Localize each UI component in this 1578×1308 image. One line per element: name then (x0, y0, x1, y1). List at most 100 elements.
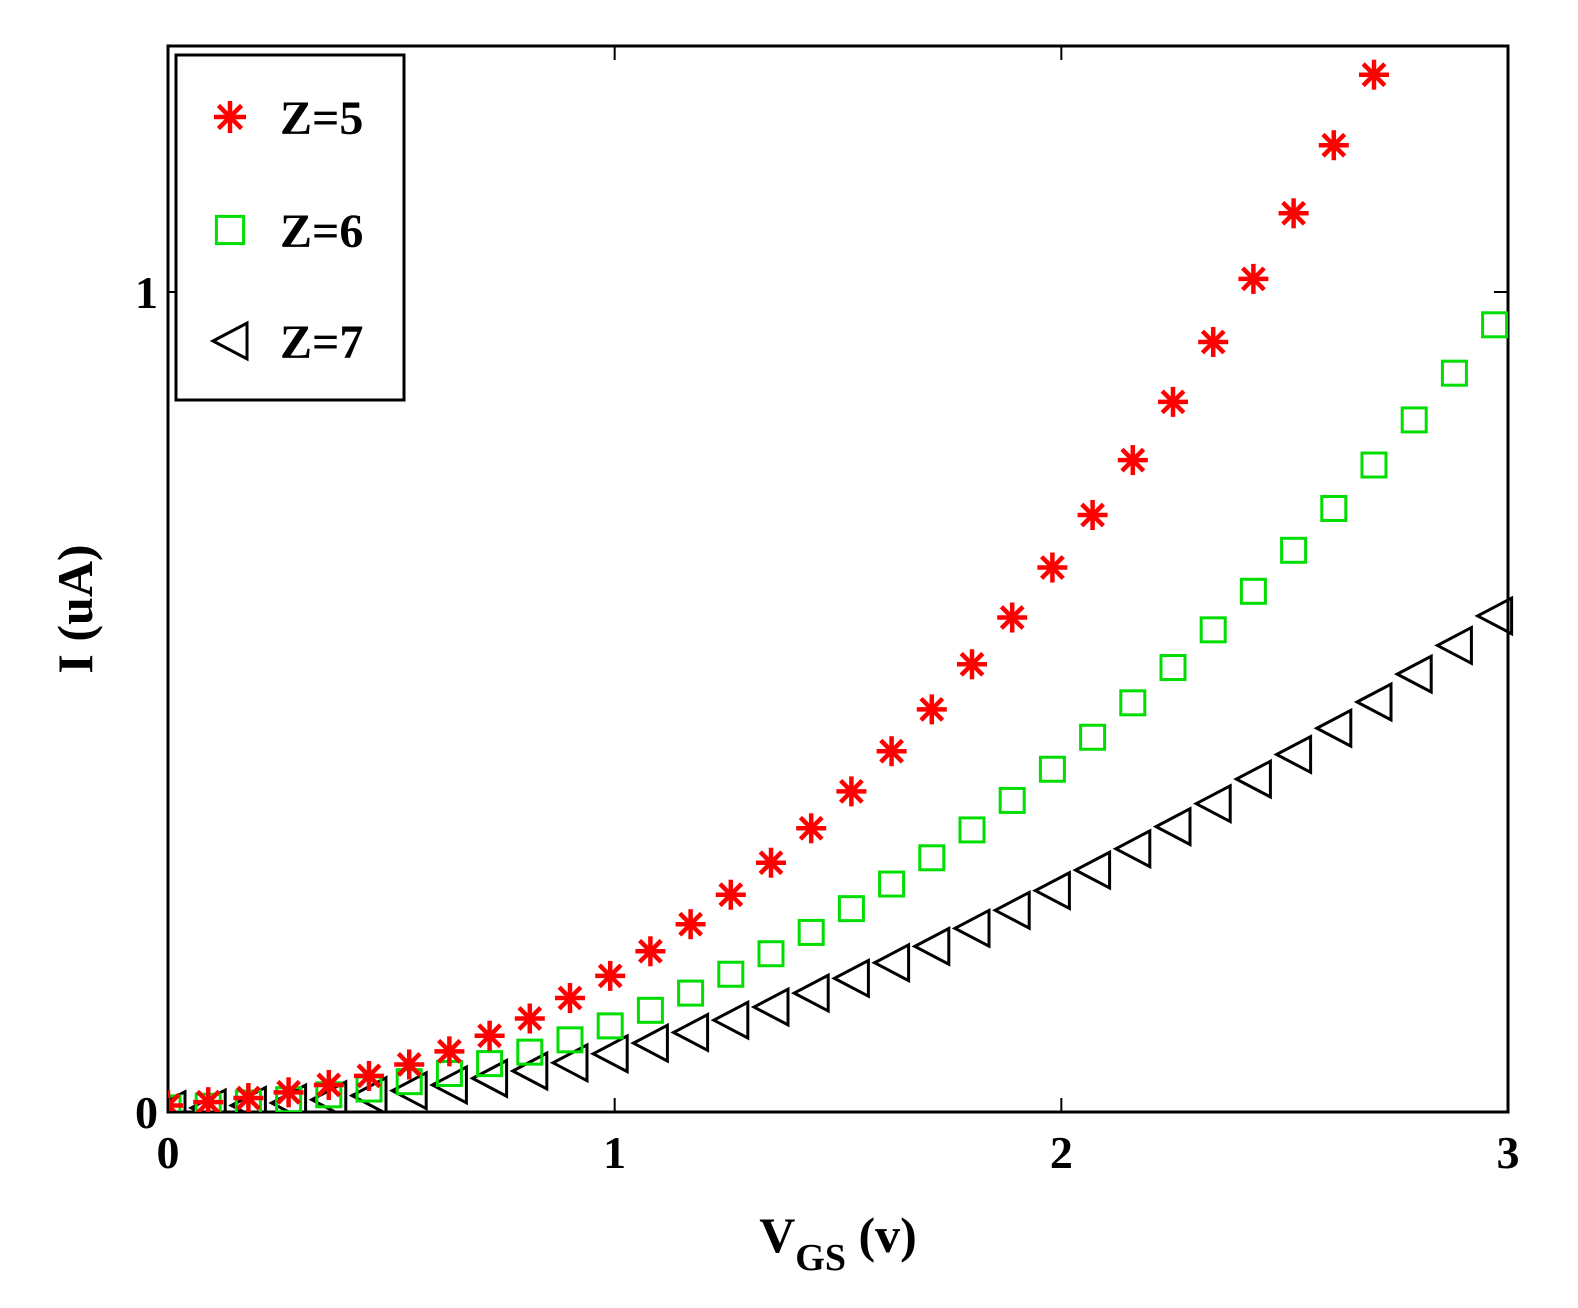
data-point (1273, 734, 1313, 775)
data-point (636, 996, 664, 1024)
data-point (958, 816, 986, 844)
data-point (394, 1049, 425, 1080)
data-point (675, 909, 706, 940)
data-point (469, 1058, 509, 1099)
data-point (677, 979, 705, 1007)
series-Z=5 (168, 0, 1429, 1112)
legend-item: Z=5 (214, 92, 363, 145)
data-point (474, 1020, 505, 1051)
legend-label: Z=7 (280, 316, 363, 369)
data-point (1077, 500, 1108, 531)
legend-marker (214, 101, 246, 133)
data-point (991, 889, 1031, 931)
data-point (717, 960, 745, 988)
data-point (1032, 870, 1071, 911)
data-point (193, 1087, 224, 1112)
x-tick-label: 2 (1050, 1127, 1073, 1178)
data-point (1152, 806, 1192, 847)
series-Z=7 (168, 595, 1514, 1112)
data-point (1192, 783, 1232, 825)
data-point (1037, 552, 1068, 583)
data-point (1481, 311, 1509, 339)
ticks-layer: 0 1 2 3 0 1 (135, 46, 1520, 1178)
data-point (1159, 654, 1187, 682)
data-point (168, 1090, 183, 1112)
data-point (1198, 327, 1229, 358)
data-point (514, 1003, 545, 1034)
legend-marker (214, 214, 246, 246)
data-point (555, 983, 585, 1014)
legend-item: Z=7 (209, 316, 363, 369)
data-point (1360, 451, 1388, 479)
plot-frame (166, 44, 1510, 1114)
data-point (797, 918, 825, 946)
legend-item: Z=6 (214, 205, 363, 258)
data-point (1399, 0, 1429, 17)
data-point (589, 1033, 629, 1075)
data-point (871, 942, 911, 984)
data-point (1238, 263, 1269, 294)
legend-label: Z=6 (280, 205, 363, 258)
data-point (837, 895, 865, 923)
data-point (635, 936, 666, 967)
data-point (1038, 755, 1066, 783)
legend-marker (209, 320, 249, 362)
data-point (796, 813, 827, 844)
data-point (354, 1060, 384, 1091)
data-point (1400, 406, 1428, 434)
data-point (233, 1083, 264, 1112)
data-point (1112, 828, 1152, 870)
data-point (168, 1089, 187, 1112)
data-point (313, 1069, 344, 1100)
data-point (556, 1026, 584, 1054)
data-point (670, 1012, 710, 1053)
data-point (476, 1050, 504, 1078)
data-point (1199, 616, 1227, 644)
data-point (1119, 689, 1147, 717)
data-point (1239, 577, 1267, 605)
data-point (429, 1064, 468, 1106)
data-point (1393, 653, 1433, 695)
data-point (1278, 198, 1309, 229)
data-point (1158, 386, 1188, 417)
data-point (1359, 59, 1389, 90)
data-point (516, 1038, 544, 1066)
data-point (750, 986, 790, 1028)
x-axis-label: VGS (v) (759, 1207, 917, 1279)
data-point (710, 999, 750, 1041)
data-point (997, 602, 1028, 633)
legend-label: Z=5 (280, 92, 363, 145)
x-tick-label: 0 (157, 1127, 180, 1178)
data-point (757, 940, 785, 968)
x-tick-label: 1 (603, 1127, 626, 1178)
data-point (549, 1042, 589, 1084)
data-point (596, 1012, 624, 1040)
data-point (1233, 758, 1272, 800)
data-point (388, 1070, 428, 1112)
series-Z=6 (168, 311, 1509, 1112)
x-axis-label-subscript: GS (795, 1237, 846, 1279)
x-tick-label: 3 (1497, 1127, 1520, 1178)
data-point (1434, 625, 1473, 666)
data-point (509, 1050, 549, 1092)
data-point (790, 972, 830, 1014)
data-point (434, 1036, 465, 1067)
data-point (998, 786, 1026, 814)
data-point (1280, 536, 1308, 564)
data-point (1117, 445, 1148, 476)
data-point (951, 907, 991, 949)
data-point (1072, 849, 1112, 891)
data-point (876, 736, 907, 767)
data-point (273, 1077, 304, 1108)
data-point (595, 960, 626, 991)
data-point (1318, 130, 1349, 161)
data-point (916, 694, 947, 725)
y-tick-label: 1 (135, 267, 158, 318)
data-point (1079, 723, 1107, 751)
x-axis-label-main: V (759, 1207, 795, 1263)
data-point (836, 776, 867, 807)
data-point (918, 844, 946, 872)
data-point (715, 879, 746, 910)
data-point (1313, 707, 1353, 749)
